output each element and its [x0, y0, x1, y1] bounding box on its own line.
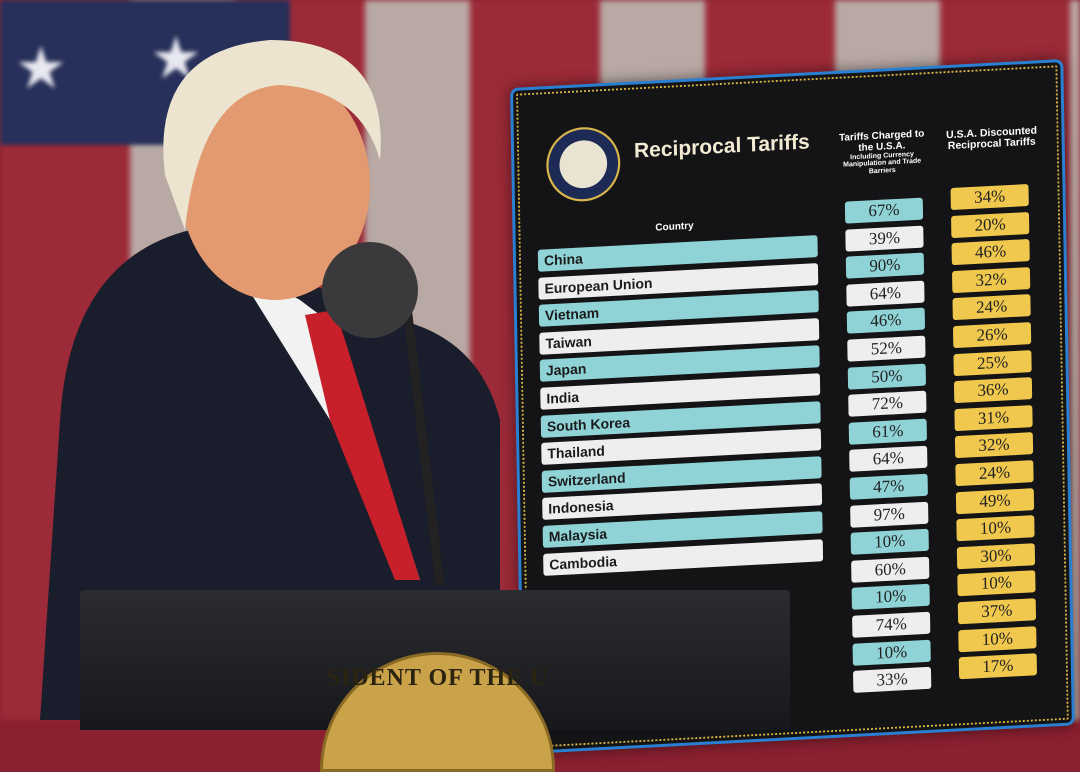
reciprocal-column: 34% 20% 46% 32% 24% 26% 25% 36% 31% 32% 24% 49% 10% 3… [950, 183, 1038, 685]
charged-cell: 67% [844, 197, 924, 224]
charged-cell: 10% [851, 584, 930, 611]
recip-cell: 17% [958, 653, 1038, 680]
charged-cell: 46% [846, 307, 926, 335]
recip-cell: 30% [956, 542, 1036, 569]
charged-subheader: Including Currency Manipulation and Trad… [843, 150, 922, 176]
charged-cell: 64% [846, 280, 925, 307]
recip-cell: 20% [951, 211, 1030, 238]
charged-cell: 39% [845, 225, 924, 252]
presidential-seal-icon [545, 125, 621, 204]
recip-cell: 31% [954, 404, 1033, 431]
board-title: Reciprocal Tariffs [633, 130, 810, 163]
charged-column: 67% 39% 90% 64% 46% 52% 50% 72% 61% 64% 47% 97% 10% 6… [844, 197, 932, 699]
recip-cell: 34% [950, 183, 1029, 211]
charged-cell: 33% [853, 666, 932, 693]
charged-cell: 90% [845, 252, 925, 279]
recip-cell: 10% [957, 570, 1036, 597]
recip-cell: 24% [952, 294, 1031, 321]
charged-cell: 61% [848, 418, 927, 445]
charged-cell: 72% [848, 390, 927, 417]
recip-cell: 26% [952, 322, 1032, 349]
recip-cell: 49% [955, 487, 1035, 514]
star-icon: ★ [15, 36, 67, 101]
recip-cell: 25% [953, 349, 1032, 376]
charged-cell: 60% [851, 556, 930, 583]
country-list: China European Union Vietnam Taiwan Japan Ind… [537, 235, 824, 581]
recip-cell: 37% [957, 598, 1037, 625]
recip-cell: 36% [953, 377, 1033, 404]
recip-cell: 32% [951, 266, 1031, 293]
charged-cell: 10% [852, 639, 931, 666]
charged-cell: 97% [850, 501, 929, 528]
recip-cell: 10% [958, 625, 1037, 652]
recip-cell: 10% [956, 515, 1035, 542]
podium-seal: SIDENT OF THE U [320, 652, 555, 772]
charged-header-text: Tariffs Charged to the U.S.A. [838, 128, 925, 154]
country-header: Country [655, 220, 694, 234]
charged-cell: 10% [850, 528, 929, 555]
charged-cell: 64% [849, 446, 928, 473]
recip-cell: 46% [951, 239, 1030, 266]
charged-header: Tariffs Charged to the U.S.A. Including C… [834, 128, 931, 177]
recip-cell: 32% [954, 432, 1034, 459]
charged-cell: 74% [852, 611, 931, 638]
charged-cell: 52% [847, 335, 926, 362]
charged-cell: 50% [847, 363, 926, 390]
charged-cell: 47% [849, 473, 928, 500]
podium: SIDENT OF THE U [80, 590, 790, 772]
reciprocal-header: U.S.A. Discounted Reciprocal Tariffs [946, 124, 1038, 153]
podium-seal-text: SIDENT OF THE U [326, 665, 549, 691]
recip-cell: 24% [955, 460, 1034, 487]
